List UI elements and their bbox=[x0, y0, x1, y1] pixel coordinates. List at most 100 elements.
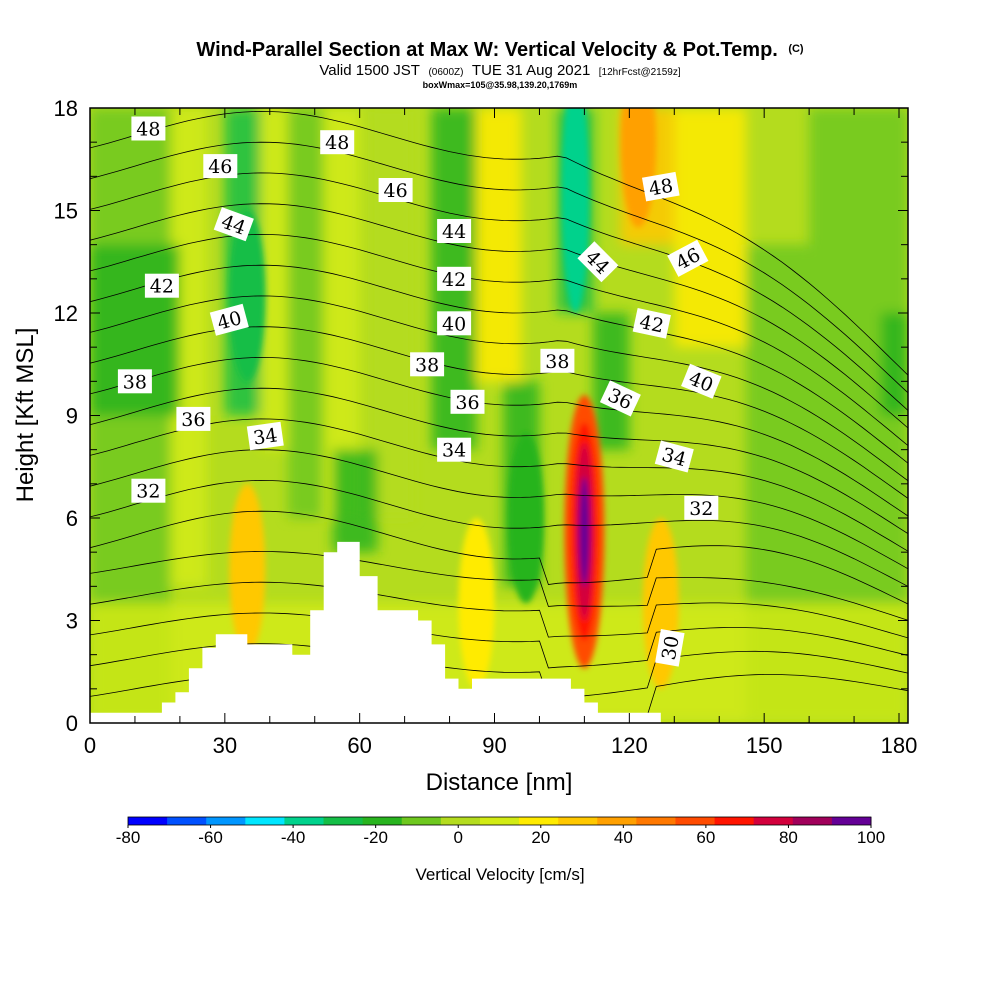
theta-label-text: 46 bbox=[384, 180, 408, 202]
colorbar-swatch bbox=[831, 817, 872, 825]
y-tick-label: 15 bbox=[54, 199, 78, 224]
theta-label-box bbox=[599, 380, 641, 417]
theta-contour-line bbox=[90, 479, 908, 587]
terrain-profile bbox=[90, 541, 661, 723]
theta-label-text: 46 bbox=[208, 156, 232, 178]
theta-contour-label: 36 bbox=[450, 389, 485, 414]
y-tick-label: 9 bbox=[66, 404, 78, 429]
colorbar-swatch bbox=[714, 817, 755, 825]
theta-contour-line bbox=[90, 233, 908, 446]
colorbar-swatch bbox=[401, 817, 442, 825]
colorbar-swatch bbox=[519, 817, 559, 825]
field-band bbox=[674, 108, 747, 348]
colorbar-tick-label: -20 bbox=[363, 828, 388, 847]
theta-contour-line bbox=[90, 581, 908, 639]
theta-label-text: 42 bbox=[442, 269, 466, 291]
theta-label-text: 48 bbox=[325, 132, 349, 154]
theta-label-text: 40 bbox=[442, 313, 466, 335]
theta-contour-line bbox=[90, 264, 908, 464]
theta-label-text: 34 bbox=[252, 424, 279, 449]
colorbar-swatch bbox=[362, 817, 403, 825]
colorbar-swatch bbox=[636, 817, 676, 825]
theta-contour-line bbox=[90, 356, 908, 517]
theta-contour-label: 48 bbox=[320, 130, 355, 155]
theta-label-box bbox=[246, 421, 284, 451]
colorbar-swatch bbox=[753, 817, 794, 825]
theta-contour-label: 40 bbox=[437, 311, 472, 336]
y-tick-label: 3 bbox=[66, 609, 78, 634]
colorbar-swatch bbox=[597, 817, 637, 825]
theta-label-box bbox=[117, 369, 152, 394]
theta-label-text: 48 bbox=[136, 119, 160, 141]
subtitle-date: TUE 31 Aug 2021 bbox=[472, 62, 590, 79]
theta-contour-label: 38 bbox=[117, 369, 152, 394]
theta-label-box bbox=[209, 303, 249, 336]
y-tick-label: 0 bbox=[66, 711, 78, 736]
x-tick-label: 180 bbox=[881, 733, 918, 758]
theta-contour-label: 30 bbox=[655, 628, 685, 667]
chart-title: Wind-Parallel Section at Max W: Vertical… bbox=[196, 39, 777, 61]
theta-contour-label: 36 bbox=[176, 406, 211, 431]
field-band bbox=[476, 108, 522, 382]
colorbar-swatch bbox=[284, 817, 325, 825]
field-band bbox=[260, 108, 288, 450]
theta-contour-line bbox=[90, 418, 908, 552]
theta-label-text: 36 bbox=[181, 409, 205, 431]
theta-contour-label: 46 bbox=[378, 178, 413, 202]
theta-label-box bbox=[378, 178, 413, 202]
theta-contour-label: 46 bbox=[203, 154, 238, 179]
theta-label-text: 32 bbox=[136, 481, 160, 503]
theta-label-box bbox=[437, 266, 472, 291]
x-axis: 0 30 60 90 120 150 180 bbox=[84, 108, 917, 758]
theta-contour-label: 48 bbox=[131, 116, 166, 141]
colorbar: -80 -60 -40 -20 0 20 40 60 80 100 bbox=[116, 816, 885, 847]
colorbar-tick-label: -60 bbox=[198, 828, 223, 847]
title-copyright-mark: (C) bbox=[788, 43, 804, 55]
y-axis-label: Height [Kft MSL] bbox=[12, 328, 39, 503]
theta-label-box bbox=[655, 628, 685, 667]
theta-contour-line bbox=[90, 295, 908, 482]
theta-contour-label: 34 bbox=[437, 437, 472, 462]
velocity-feature bbox=[229, 210, 266, 382]
velocity-feature bbox=[229, 483, 266, 655]
colorbar-swatch bbox=[245, 817, 285, 825]
y-tick-label: 18 bbox=[54, 96, 78, 121]
colorbar-swatch bbox=[206, 817, 246, 825]
theta-contour-line bbox=[90, 510, 908, 605]
colorbar-tick-label: 0 bbox=[453, 828, 462, 847]
x-tick-label: 0 bbox=[84, 733, 96, 758]
theta-label-text: 30 bbox=[658, 634, 684, 662]
colorbar-tick-label: 20 bbox=[531, 828, 550, 847]
colorbar-swatch bbox=[792, 817, 833, 825]
theta-contour-label: 40 bbox=[209, 303, 249, 336]
theta-label-text: 42 bbox=[150, 276, 174, 298]
theta-contour-label: 44 bbox=[577, 241, 619, 283]
x-tick-label: 60 bbox=[347, 733, 371, 758]
theta-label-box bbox=[684, 495, 719, 520]
velocity-feature bbox=[561, 108, 590, 313]
subtitle-forecast: [12hrFcst@2159z] bbox=[599, 67, 681, 78]
theta-label-box bbox=[176, 406, 211, 431]
colorbar-swatch bbox=[167, 817, 207, 825]
terrain bbox=[90, 541, 661, 723]
svg-text:Valid 1500 JST (0600Z): Valid 1500 JST (0600Z) TUE 31 Aug 2021 [… bbox=[319, 62, 680, 79]
theta-contour-label: 38 bbox=[410, 352, 445, 377]
theta-label-box bbox=[632, 308, 671, 339]
theta-label-text: 38 bbox=[545, 351, 569, 373]
theta-contour-label: 42 bbox=[144, 273, 179, 298]
field-band bbox=[332, 449, 378, 553]
colorbar-title: Vertical Velocity [cm/s] bbox=[415, 865, 584, 884]
theta-contour-label: 44 bbox=[437, 219, 472, 243]
x-axis-label: Distance [nm] bbox=[426, 769, 573, 796]
theta-label-box bbox=[641, 171, 680, 202]
theta-label-box bbox=[681, 363, 722, 399]
theta-label-text: 32 bbox=[689, 498, 713, 520]
theta-label-box bbox=[144, 273, 179, 298]
colorbar-frame bbox=[127, 816, 872, 826]
theta-contour-label: 48 bbox=[641, 171, 680, 202]
theta-label-text: 48 bbox=[647, 175, 675, 201]
